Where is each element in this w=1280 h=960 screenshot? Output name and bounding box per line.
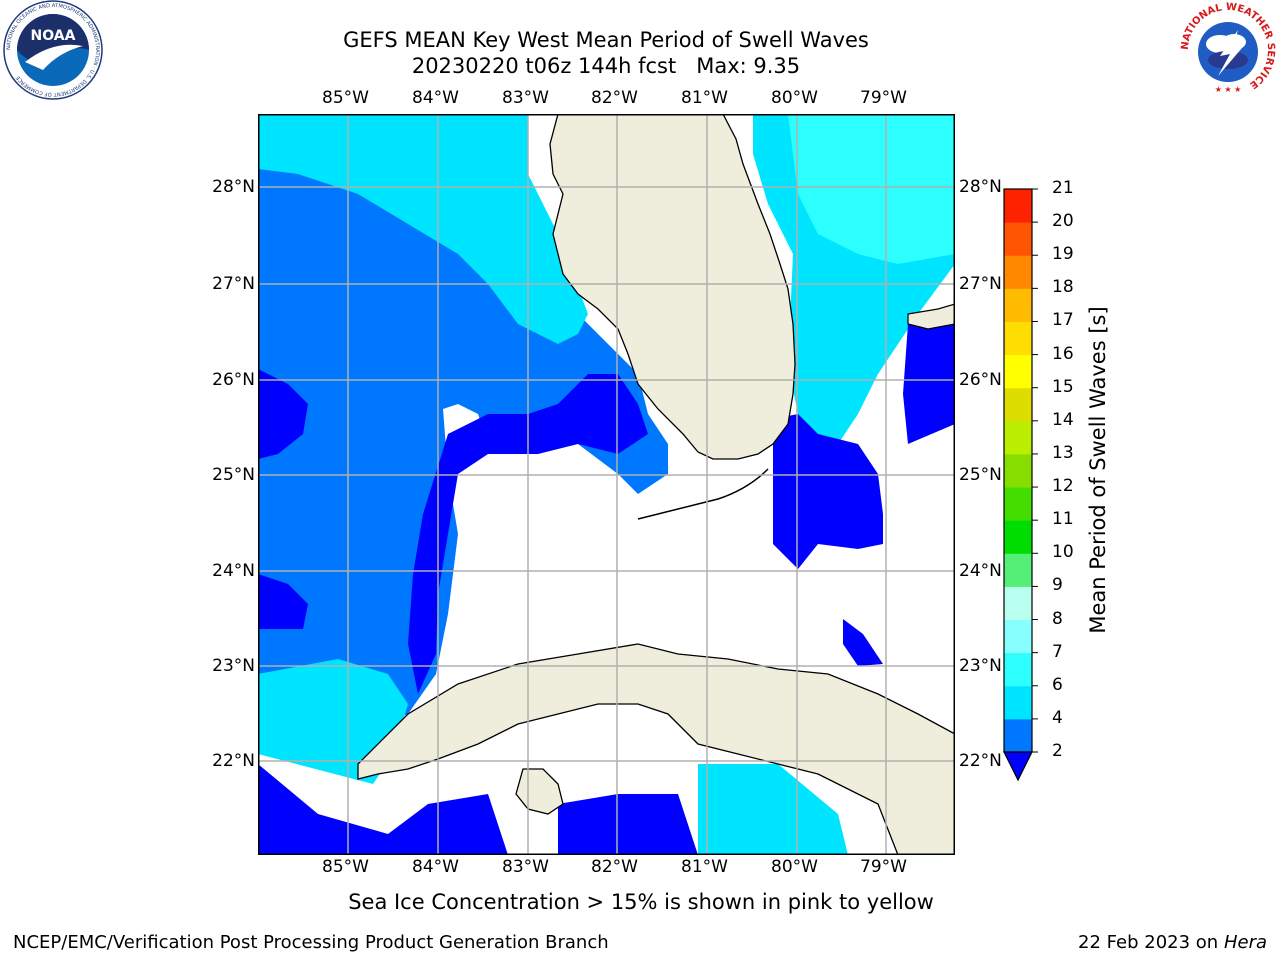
chart-subtitle: 20230220 t06z 144h fcst Max: 9.35	[256, 53, 956, 79]
colorbar	[1003, 188, 1038, 782]
sea-ice-note: Sea Ice Concentration > 15% is shown in …	[348, 890, 934, 914]
lon-label-top: 85°W	[322, 88, 369, 108]
florida-land	[549, 114, 796, 460]
branch-credit: NCEP/EMC/Verification Post Processing Pr…	[13, 932, 609, 953]
gridlines	[258, 114, 955, 855]
lat-label-left: 24°N	[212, 561, 255, 581]
lon-label-top: 80°W	[771, 88, 818, 108]
lon-label-top: 83°W	[502, 88, 549, 108]
colorbar-segment	[1004, 288, 1032, 322]
colorbar-segment	[1004, 553, 1032, 587]
lat-label-right: 25°N	[959, 465, 1002, 485]
lon-label-bottom: 79°W	[860, 857, 907, 877]
lon-label-bottom: 81°W	[681, 857, 728, 877]
swell-field-4-6s-caribbean	[698, 764, 848, 855]
colorbar-tick-label: 14	[1052, 409, 1074, 430]
lon-label-bottom: 83°W	[502, 857, 549, 877]
host-name: Hera	[1223, 932, 1267, 953]
lat-label-left: 26°N	[212, 370, 255, 390]
colorbar-tick-label: 2	[1052, 741, 1063, 761]
colorbar-segment	[1004, 354, 1032, 389]
colorbar-tick-label: 17	[1052, 310, 1074, 331]
lat-label-left: 27°N	[212, 274, 255, 294]
colorbar-tick-label: 8	[1052, 608, 1063, 629]
colorbar-segment	[1004, 420, 1032, 455]
lon-label-top: 82°W	[591, 88, 638, 108]
colorbar-title: Mean Period of Swell Waves [s]	[1086, 306, 1110, 634]
nws-logo: NATIONAL WEATHER SERVICE ★ ★ ★	[1180, 2, 1276, 98]
colorbar-tick-label: 20	[1052, 211, 1074, 232]
swell-field-lt2s-sw	[258, 574, 308, 629]
cuba-land	[357, 643, 955, 855]
swell-field-2-4s	[258, 154, 668, 734]
colorbar-segment	[1004, 520, 1032, 554]
colorbar-tick-label: 12	[1052, 476, 1074, 497]
lon-label-bottom: 84°W	[412, 857, 459, 877]
colorbar-segment	[1004, 321, 1032, 356]
colorbar-segment	[1004, 255, 1032, 289]
swell-field-lt2s-bottom	[258, 764, 508, 855]
map-frame	[258, 114, 955, 855]
colorbar-tick-label: 13	[1052, 442, 1074, 463]
colorbar-segment	[1004, 685, 1032, 720]
run-info: 20230220 t06z 144h fcst	[411, 54, 677, 78]
lat-label-left: 22°N	[212, 751, 255, 771]
swell-field-lt2s-cay	[843, 619, 883, 666]
lon-label-top: 84°W	[412, 88, 459, 108]
lat-label-right: 22°N	[959, 751, 1002, 771]
colorbar-tick-label: 6	[1052, 674, 1063, 695]
swell-field-4-6s	[258, 114, 588, 344]
date-text: 22 Feb 2023 on	[1078, 932, 1219, 953]
colorbar-tick-label: 9	[1052, 575, 1063, 596]
colorbar-segment	[1004, 387, 1032, 422]
lat-label-left: 25°N	[212, 465, 255, 485]
lat-label-left: 23°N	[212, 656, 255, 676]
colorbar-tick-label: 18	[1052, 277, 1074, 298]
swell-field-lt2s-bottom2	[558, 794, 698, 855]
colorbar-tick-label: 11	[1052, 509, 1074, 530]
lon-label-bottom: 85°W	[322, 857, 369, 877]
map-plot	[258, 114, 955, 855]
lon-label-bottom: 82°W	[591, 857, 638, 877]
lat-label-right: 26°N	[959, 370, 1002, 390]
colorbar-segment	[1004, 619, 1032, 654]
colorbar-extend-triangle	[1003, 751, 1033, 782]
colorbar-tick-label: 10	[1052, 542, 1074, 563]
colorbar-tick-label: 16	[1052, 343, 1074, 364]
lat-label-right: 24°N	[959, 561, 1002, 581]
colorbar-outline	[1003, 188, 1033, 753]
colorbar-segment	[1004, 189, 1032, 223]
lat-label-right: 23°N	[959, 656, 1002, 676]
lon-label-bottom: 80°W	[771, 857, 818, 877]
bahamas-land	[907, 303, 955, 330]
keys-coastline	[637, 468, 769, 520]
swell-field-6-7s	[788, 114, 955, 264]
swell-field-lt2s-bahamas	[903, 324, 955, 444]
generation-date: 22 Feb 2023 on Hera	[1078, 932, 1267, 953]
colorbar-tick-label: 19	[1052, 244, 1074, 265]
colorbar-segment	[1004, 453, 1032, 488]
noaa-logo: NATIONAL OCEANIC AND ATMOSPHERIC ADMINIS…	[3, 0, 103, 100]
colorbar-segment	[1004, 652, 1032, 687]
lon-label-top: 81°W	[681, 88, 728, 108]
chart-title: GEFS MEAN Key West Mean Period of Swell …	[343, 28, 869, 52]
colorbar-tick-label: 7	[1052, 641, 1063, 662]
colorbar-segment	[1004, 718, 1032, 753]
colorbar-segment	[1004, 487, 1032, 521]
max-value: Max: 9.35	[696, 54, 801, 78]
noaa-logo-text: NOAA	[31, 28, 76, 44]
colorbar-tick-label: 21	[1052, 178, 1074, 198]
lat-label-left: 28°N	[212, 177, 255, 197]
colorbar-tick-label: 15	[1052, 376, 1074, 397]
lon-label-top: 79°W	[860, 88, 907, 108]
lat-label-right: 27°N	[959, 274, 1002, 294]
lat-label-right: 28°N	[959, 177, 1002, 197]
colorbar-tick-label: 4	[1052, 707, 1063, 728]
colorbar-segment	[1004, 222, 1032, 256]
nws-stars-icon: ★ ★ ★	[1215, 85, 1242, 94]
swell-field-lt2s-atlantic	[773, 414, 883, 569]
colorbar-segment	[1004, 586, 1032, 621]
swell-field-lt2s-gulf	[408, 374, 648, 694]
swell-field-lt2s-west	[258, 369, 308, 459]
